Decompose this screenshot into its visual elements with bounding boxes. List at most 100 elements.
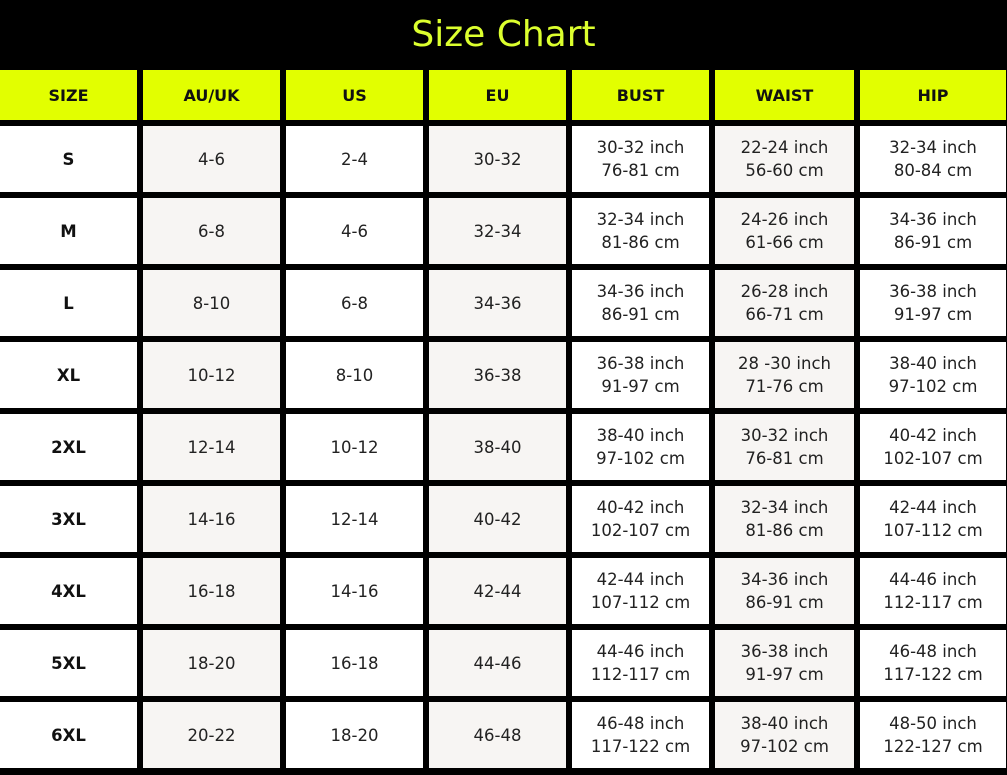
inch-value: 40-42 inch (596, 498, 685, 517)
cell-au-uk: 4-6 (143, 126, 280, 192)
cm-value: 91-97 cm (601, 377, 680, 396)
cell-eu: 38-40 (429, 414, 566, 480)
inch-value: 38-40 inch (740, 714, 829, 733)
cell-eu: 34-36 (429, 270, 566, 336)
cell-bust: 36-38 inch 91-97 cm (572, 342, 709, 408)
cell-hip: 48-50 inch 122-127 cm (860, 702, 1006, 768)
inch-value: 34-36 inch (889, 210, 977, 229)
cell-eu: 30-32 (429, 126, 566, 192)
cm-value: 71-76 cm (745, 377, 824, 396)
cell-size: 5XL (0, 630, 137, 696)
cell-waist: 24-26 inch 61-66 cm (715, 198, 854, 264)
chart-title: Size Chart (411, 13, 596, 55)
cell-size: 6XL (0, 702, 137, 768)
cell-eu: 40-42 (429, 486, 566, 552)
cm-value: 117-122 cm (590, 737, 691, 756)
cell-us: 6-8 (286, 270, 423, 336)
inch-value: 30-32 inch (740, 426, 829, 445)
cell-bust: 32-34 inch 81-86 cm (572, 198, 709, 264)
cell-us: 2-4 (286, 126, 423, 192)
column-header-au-uk: AU/UK (143, 70, 280, 120)
cell-au-uk: 12-14 (143, 414, 280, 480)
cm-value: 117-122 cm (883, 665, 983, 684)
cm-value: 102-107 cm (590, 521, 691, 540)
cell-waist: 22-24 inch 56-60 cm (715, 126, 854, 192)
cm-value: 91-97 cm (745, 665, 824, 684)
cell-size: 4XL (0, 558, 137, 624)
cell-waist: 30-32 inch 76-81 cm (715, 414, 854, 480)
cell-au-uk: 6-8 (143, 198, 280, 264)
cell-bust: 44-46 inch 112-117 cm (572, 630, 709, 696)
cell-bust: 46-48 inch 117-122 cm (572, 702, 709, 768)
cell-hip: 32-34 inch 80-84 cm (860, 126, 1006, 192)
inch-value: 36-38 inch (740, 642, 829, 661)
cm-value: 66-71 cm (745, 305, 824, 324)
inch-value: 40-42 inch (889, 426, 977, 445)
cell-waist: 28 -30 inch 71-76 cm (715, 342, 854, 408)
cell-au-uk: 20-22 (143, 702, 280, 768)
cell-hip: 38-40 inch 97-102 cm (860, 342, 1006, 408)
inch-value: 46-48 inch (889, 642, 977, 661)
cell-bust: 34-36 inch 86-91 cm (572, 270, 709, 336)
cell-eu: 32-34 (429, 198, 566, 264)
cell-eu: 36-38 (429, 342, 566, 408)
cell-size: S (0, 126, 137, 192)
inch-value: 26-28 inch (740, 282, 829, 301)
cell-waist: 26-28 inch 66-71 cm (715, 270, 854, 336)
column-header-us: US (286, 70, 423, 120)
inch-value: 34-36 inch (740, 570, 829, 589)
cell-us: 14-16 (286, 558, 423, 624)
cm-value: 76-81 cm (601, 161, 680, 180)
cell-au-uk: 8-10 (143, 270, 280, 336)
inch-value: 36-38 inch (596, 354, 685, 373)
inch-value: 48-50 inch (889, 714, 977, 733)
cell-us: 12-14 (286, 486, 423, 552)
cm-value: 86-91 cm (601, 305, 680, 324)
cell-us: 18-20 (286, 702, 423, 768)
column-header-hip: HIP (860, 70, 1006, 120)
cell-us: 4-6 (286, 198, 423, 264)
cell-waist: 32-34 inch 81-86 cm (715, 486, 854, 552)
cm-value: 97-102 cm (596, 449, 685, 468)
inch-value: 32-34 inch (740, 498, 829, 517)
cell-waist: 38-40 inch 97-102 cm (715, 702, 854, 768)
inch-value: 32-34 inch (889, 138, 977, 157)
inch-value: 42-44 inch (889, 498, 977, 517)
cell-size: 2XL (0, 414, 137, 480)
cell-us: 16-18 (286, 630, 423, 696)
cm-value: 112-117 cm (590, 665, 691, 684)
inch-value: 34-36 inch (596, 282, 685, 301)
cell-au-uk: 16-18 (143, 558, 280, 624)
cm-value: 112-117 cm (883, 593, 983, 612)
cm-value: 81-86 cm (601, 233, 680, 252)
cm-value: 81-86 cm (745, 521, 824, 540)
cell-us: 8-10 (286, 342, 423, 408)
cm-value: 76-81 cm (745, 449, 824, 468)
cell-eu: 42-44 (429, 558, 566, 624)
cell-size: XL (0, 342, 137, 408)
cell-hip: 34-36 inch 86-91 cm (860, 198, 1006, 264)
inch-value: 30-32 inch (596, 138, 685, 157)
inch-value: 24-26 inch (740, 210, 829, 229)
cm-value: 107-112 cm (883, 521, 983, 540)
cm-value: 102-107 cm (883, 449, 983, 468)
inch-value: 46-48 inch (596, 714, 685, 733)
cell-bust: 42-44 inch 107-112 cm (572, 558, 709, 624)
column-header-eu: EU (429, 70, 566, 120)
inch-value: 22-24 inch (740, 138, 829, 157)
inch-value: 44-46 inch (596, 642, 685, 661)
cell-eu: 46-48 (429, 702, 566, 768)
cell-waist: 36-38 inch 91-97 cm (715, 630, 854, 696)
inch-value: 38-40 inch (596, 426, 685, 445)
cm-value: 56-60 cm (745, 161, 824, 180)
inch-value: 42-44 inch (596, 570, 685, 589)
cm-value: 97-102 cm (740, 737, 829, 756)
cm-value: 86-91 cm (745, 593, 824, 612)
inch-value: 36-38 inch (889, 282, 977, 301)
cell-waist: 34-36 inch 86-91 cm (715, 558, 854, 624)
inch-value: 28 -30 inch (737, 354, 831, 373)
column-header-size: SIZE (0, 70, 137, 120)
cell-hip: 46-48 inch 117-122 cm (860, 630, 1006, 696)
column-header-waist: WAIST (715, 70, 854, 120)
column-header-bust: BUST (572, 70, 709, 120)
